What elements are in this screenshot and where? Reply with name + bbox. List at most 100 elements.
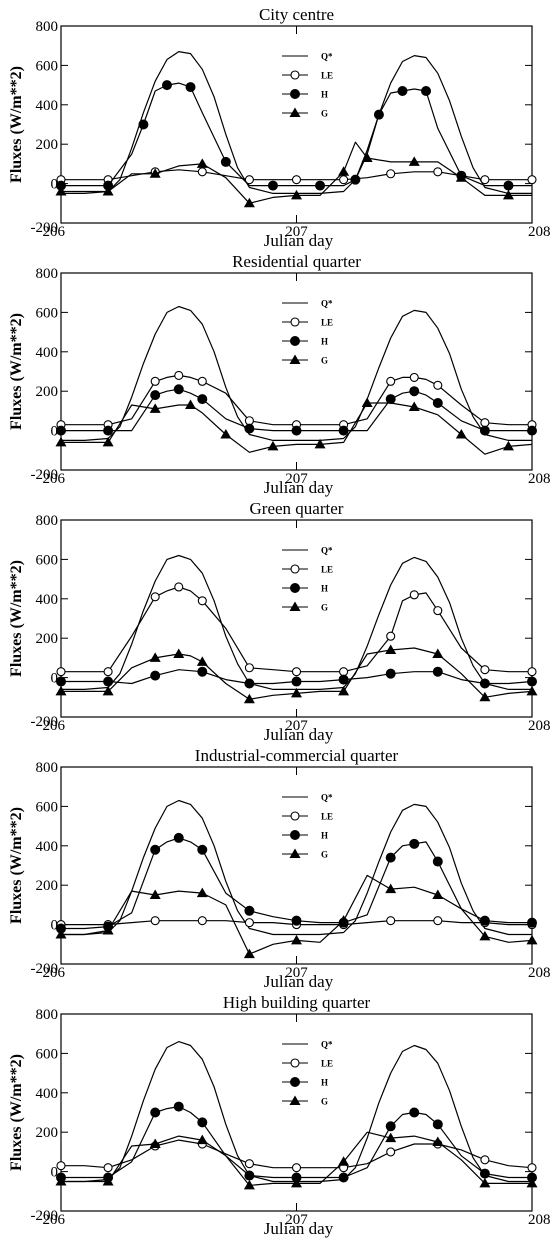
legend-marker bbox=[290, 336, 300, 346]
data-point bbox=[244, 678, 255, 689]
series-line bbox=[61, 402, 533, 455]
data-point bbox=[244, 905, 255, 916]
data-point bbox=[197, 916, 207, 926]
data-point bbox=[338, 166, 350, 176]
data-point bbox=[102, 185, 114, 196]
y-axis-label: Fluxes (W/m**2) bbox=[8, 1054, 25, 1171]
data-point bbox=[502, 440, 514, 451]
data-point bbox=[55, 436, 67, 447]
x-tick-label: 207 bbox=[285, 1212, 308, 1228]
data-point bbox=[55, 185, 67, 196]
data-point bbox=[433, 167, 443, 177]
y-tick-label: -200 bbox=[31, 1208, 59, 1224]
data-point bbox=[55, 685, 67, 696]
data-point bbox=[526, 934, 538, 945]
x-tick-label: 208 bbox=[528, 718, 551, 734]
y-tick-label: -200 bbox=[31, 714, 59, 730]
legend-label: Q* bbox=[321, 793, 333, 803]
data-point bbox=[103, 425, 114, 436]
series-g bbox=[55, 141, 532, 208]
y-tick-label: 200 bbox=[36, 384, 59, 400]
data-point bbox=[409, 372, 419, 382]
data-point bbox=[386, 169, 396, 179]
legend-label: Q* bbox=[321, 299, 333, 309]
y-axis-label: Fluxes (W/m**2) bbox=[8, 66, 25, 183]
legend-label: G bbox=[321, 603, 328, 613]
data-point bbox=[386, 376, 396, 386]
data-point bbox=[103, 1163, 113, 1173]
data-point bbox=[243, 197, 255, 208]
series-line bbox=[61, 586, 532, 673]
data-point bbox=[361, 397, 373, 408]
data-point bbox=[197, 394, 208, 405]
data-point bbox=[433, 916, 443, 926]
y-tick-label: 600 bbox=[36, 799, 59, 815]
data-point bbox=[149, 889, 161, 900]
series-line bbox=[61, 141, 532, 204]
data-point bbox=[267, 180, 278, 191]
legend-marker bbox=[290, 811, 300, 821]
series-le bbox=[56, 582, 537, 677]
data-point bbox=[314, 438, 326, 449]
legend-label: H bbox=[321, 1078, 328, 1088]
x-tick-label: 207 bbox=[285, 224, 308, 240]
y-tick-label: 600 bbox=[36, 552, 59, 568]
data-point bbox=[479, 691, 491, 702]
data-point bbox=[339, 175, 349, 185]
data-point bbox=[291, 175, 302, 185]
data-point bbox=[103, 667, 113, 677]
data-point bbox=[150, 670, 161, 681]
data-point bbox=[150, 844, 161, 855]
data-point bbox=[479, 425, 490, 436]
data-point bbox=[502, 189, 514, 200]
data-point bbox=[432, 1136, 444, 1147]
y-tick-label: 600 bbox=[36, 1046, 59, 1062]
data-point bbox=[527, 676, 537, 687]
data-point bbox=[433, 380, 443, 390]
legend-marker bbox=[289, 601, 301, 611]
x-tick-label: 207 bbox=[285, 965, 308, 981]
data-point bbox=[409, 1107, 420, 1118]
series-h bbox=[56, 1101, 537, 1183]
legend-marker bbox=[290, 70, 300, 80]
data-point bbox=[432, 889, 444, 900]
data-point bbox=[197, 666, 208, 677]
legend-label: H bbox=[321, 831, 328, 841]
data-point bbox=[196, 158, 208, 168]
series-g bbox=[55, 874, 538, 959]
legend-marker bbox=[289, 848, 301, 858]
y-tick-label: 800 bbox=[36, 760, 59, 776]
legend-label: G bbox=[321, 109, 328, 119]
data-point bbox=[185, 82, 196, 93]
y-tick-label: 800 bbox=[36, 1007, 59, 1023]
data-point bbox=[409, 838, 420, 849]
x-tick-label: 207 bbox=[285, 718, 308, 734]
chart-panel: High building quarter -200 0 200 400 600 800 20… bbox=[8, 993, 551, 1238]
data-point bbox=[243, 948, 255, 959]
x-tick-label: 208 bbox=[528, 965, 551, 981]
y-tick-label: 200 bbox=[36, 137, 59, 153]
data-point bbox=[339, 667, 349, 677]
data-point bbox=[386, 631, 396, 641]
data-point bbox=[150, 390, 161, 401]
y-tick-label: -200 bbox=[31, 220, 59, 236]
data-point bbox=[385, 852, 396, 863]
data-point bbox=[385, 668, 396, 679]
series-line bbox=[61, 799, 532, 936]
data-point bbox=[267, 440, 279, 451]
x-tick-label: 206 bbox=[43, 718, 66, 734]
data-point bbox=[196, 1134, 208, 1145]
legend-label: Q* bbox=[321, 1040, 333, 1050]
data-point bbox=[220, 429, 232, 439]
data-point bbox=[480, 418, 490, 428]
y-tick-label: -200 bbox=[31, 961, 59, 977]
legend-label: LE bbox=[321, 565, 333, 575]
y-tick-label: 200 bbox=[36, 878, 59, 894]
data-point bbox=[480, 1155, 490, 1165]
series-h bbox=[56, 832, 537, 934]
y-tick-label: 0 bbox=[51, 1165, 59, 1181]
data-point bbox=[244, 1170, 255, 1181]
data-point bbox=[103, 676, 114, 687]
x-tick-label: 206 bbox=[43, 965, 66, 981]
legend-marker bbox=[289, 1095, 301, 1105]
